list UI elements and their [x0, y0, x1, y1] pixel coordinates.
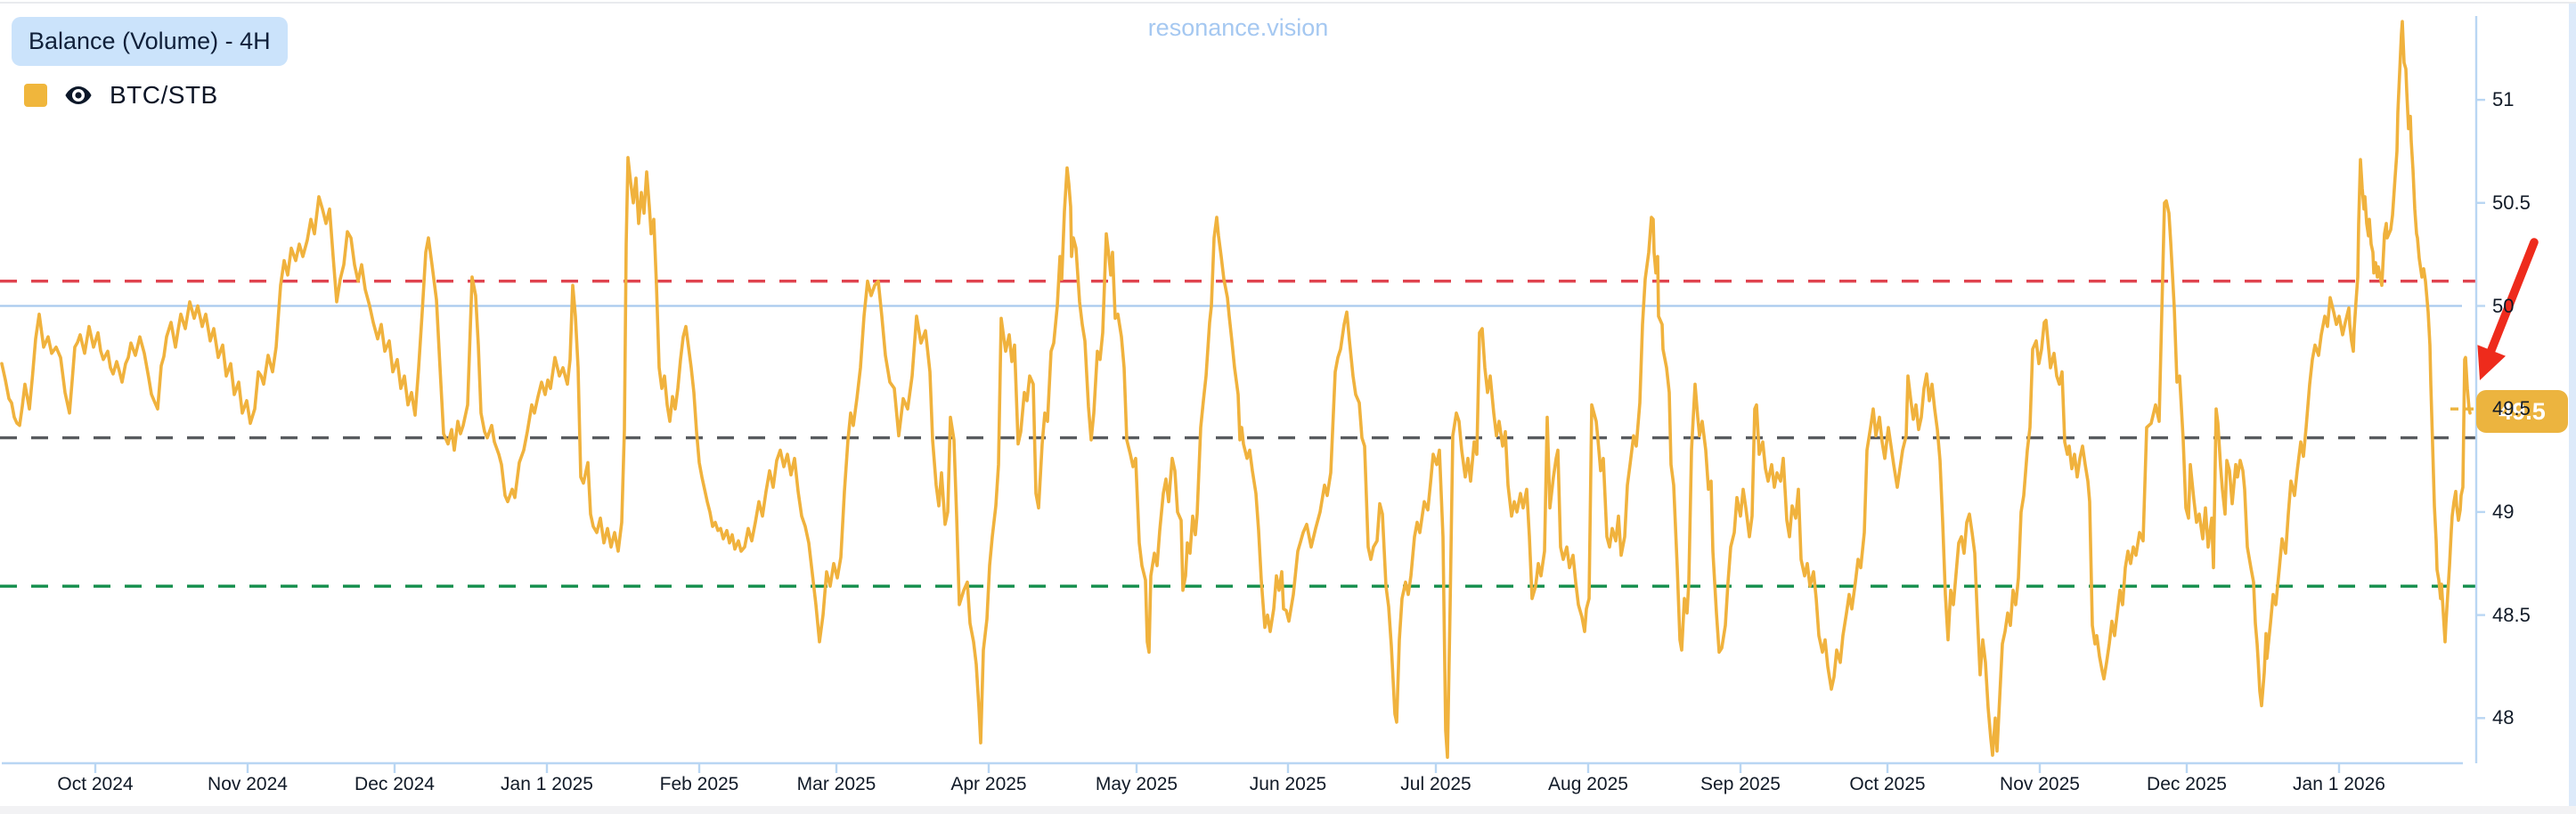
current-price-value: 49.5 — [2499, 397, 2546, 425]
x-axis-label: Dec 2024 — [355, 774, 435, 794]
series-label: BTC/STB — [110, 81, 218, 109]
scrollbar-track[interactable] — [2569, 4, 2576, 806]
chart-title: Balance (Volume) - 4H — [12, 17, 288, 66]
x-axis-label: Nov 2025 — [2000, 774, 2080, 794]
current-price-badge: 49.5 — [2476, 390, 2568, 433]
x-axis-label: Dec 2025 — [2147, 774, 2227, 794]
y-axis-label: 48 — [2492, 706, 2515, 729]
y-axis-label: 50.5 — [2492, 191, 2531, 214]
x-axis-label: Apr 2025 — [950, 774, 1027, 794]
bottom-strip — [0, 806, 2576, 814]
x-axis-label: Jul 2025 — [1400, 774, 1471, 794]
y-axis-label: 51 — [2492, 88, 2515, 111]
y-axis-label: 48.5 — [2492, 603, 2531, 626]
annotation-arrow-head — [2477, 345, 2506, 380]
x-axis-label: Mar 2025 — [796, 774, 876, 794]
x-axis-label: Nov 2024 — [208, 774, 288, 794]
y-axis-label: 49.5 — [2492, 397, 2531, 420]
y-axis-label: 49 — [2492, 500, 2515, 523]
x-axis-label: May 2025 — [1095, 774, 1178, 794]
x-axis-label: Jun 2025 — [1249, 774, 1327, 794]
series-legend: BTC/STB — [24, 81, 218, 110]
annotation-arrow-shaft — [2487, 238, 2539, 354]
price-series-line — [0, 20, 2472, 760]
x-axis-label: Feb 2025 — [659, 774, 739, 794]
visibility-toggle[interactable] — [63, 82, 94, 109]
top-border — [0, 2, 2576, 4]
x-axis-label: Oct 2024 — [57, 774, 134, 794]
y-axis-label: 50 — [2492, 294, 2515, 317]
x-axis-label: Jan 1 2025 — [501, 774, 593, 794]
eye-icon — [65, 86, 92, 104]
x-axis-label: Oct 2025 — [1849, 774, 1926, 794]
series-color-swatch — [24, 84, 47, 107]
watermark: resonance.vision — [1147, 14, 1329, 41]
x-axis-label: Aug 2025 — [1548, 774, 1628, 794]
x-axis-label: Sep 2025 — [1700, 774, 1781, 794]
x-axis-label: Jan 1 2026 — [2293, 774, 2385, 794]
